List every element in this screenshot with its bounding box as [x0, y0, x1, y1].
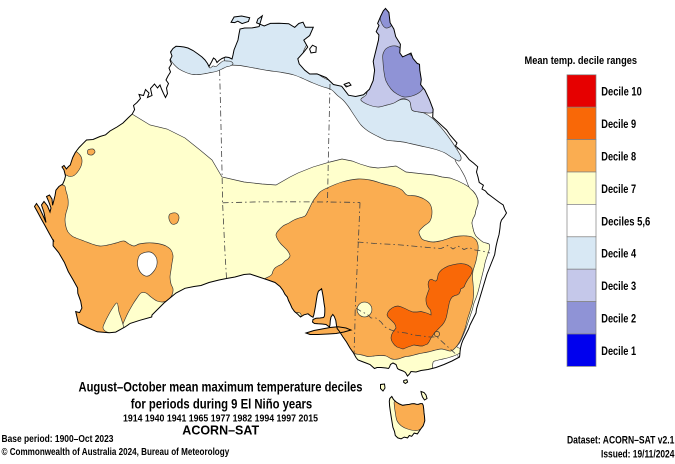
svg-text:Decile 2: Decile 2	[601, 314, 636, 326]
svg-text:Decile 10: Decile 10	[601, 87, 642, 99]
svg-text:Dataset: ACORN–SAT v2.1: Dataset: ACORN–SAT v2.1	[567, 435, 674, 447]
svg-text:Base period: 1900–Oct 2023: Base period: 1900–Oct 2023	[2, 434, 114, 445]
svg-text:ACORN–SAT: ACORN–SAT	[182, 422, 259, 437]
svg-text:Decile 4: Decile 4	[601, 249, 636, 261]
svg-text:1914 1940 1941 1965 1977 1982: 1914 1940 1941 1965 1977 1982 1994 1997 …	[123, 414, 318, 425]
svg-text:Decile 8: Decile 8	[601, 152, 636, 164]
svg-text:Decile 7: Decile 7	[601, 184, 636, 196]
svg-text:Deciles 5,6: Deciles 5,6	[601, 216, 650, 228]
svg-text:Decile 9: Decile 9	[601, 119, 636, 131]
svg-text:August–October mean maximum te: August–October mean maximum temperature …	[79, 379, 363, 394]
svg-text:Decile 3: Decile 3	[601, 281, 636, 293]
svg-text:Issued: 19/11/2024: Issued: 19/11/2024	[601, 449, 675, 459]
svg-text:© Commonwealth of Australia 20: © Commonwealth of Australia 2024, Bureau…	[2, 447, 230, 458]
svg-text:for periods during 9 El Niño y: for periods during 9 El Niño years	[131, 397, 313, 412]
svg-text:Decile 1: Decile 1	[601, 346, 636, 358]
svg-text:Mean temp. decile ranges: Mean temp. decile ranges	[525, 55, 638, 67]
